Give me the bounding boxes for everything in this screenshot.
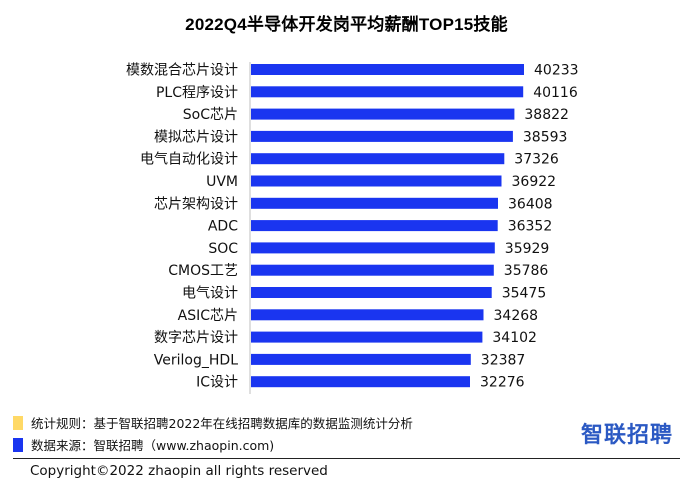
- footer-note-row: 统计规则：基于智联招聘2022年在线招聘数据库的数据监测统计分析: [13, 413, 413, 432]
- bar-value-label: 38593: [523, 129, 568, 145]
- bar-value-label: 38822: [524, 107, 569, 123]
- note-legend-swatch: [13, 415, 23, 430]
- bar: [251, 197, 498, 209]
- bars-group: 模数混合芯片设计 40233 PLC程序设计 40116 SoC芯片 38822 模拟芯片设…: [126, 63, 579, 391]
- bar-value-label: 32387: [481, 352, 526, 368]
- source-legend-swatch: [13, 437, 23, 452]
- bar: [251, 309, 484, 321]
- bar: [251, 175, 502, 187]
- category-tick-label: ADC: [208, 219, 238, 235]
- bar: [251, 242, 495, 254]
- bar-value-label: 34102: [492, 330, 537, 346]
- footer-divider: [13, 458, 680, 459]
- category-tick-label: 电气设计: [182, 286, 238, 302]
- bar: [251, 376, 470, 388]
- bar-value-label: 36408: [508, 196, 553, 212]
- bar: [251, 287, 492, 298]
- category-tick-label: Verilog_HDL: [154, 352, 238, 368]
- bar-value-label: 35475: [502, 286, 547, 302]
- bar: [251, 331, 483, 343]
- bar: [251, 130, 513, 142]
- bar-value-label: 36922: [512, 174, 557, 190]
- bar-value-label: 37326: [514, 152, 559, 168]
- bar: [251, 64, 524, 75]
- category-tick-label: 芯片架构设计: [154, 196, 238, 212]
- bar: [251, 86, 524, 98]
- category-tick-label: 数字芯片设计: [154, 330, 238, 346]
- footer-source-row: 数据来源：智联招聘（www.zhaopin.com): [13, 435, 274, 454]
- bar-value-label: 40233: [534, 63, 579, 79]
- category-tick-label: ASIC芯片: [178, 308, 238, 324]
- category-tick-label: 模数混合芯片设计: [126, 63, 238, 79]
- category-tick-label: PLC程序设计: [156, 85, 238, 101]
- category-tick-label: CMOS工艺: [168, 263, 238, 279]
- zhaopin-logo: 智联招聘: [580, 423, 673, 448]
- bar-value-label: 34268: [494, 308, 539, 324]
- bar: [251, 220, 498, 232]
- category-tick-label: IC设计: [196, 375, 238, 391]
- bar: [251, 153, 505, 165]
- bar-value-label: 40116: [533, 85, 578, 101]
- footer-source: 数据来源：智联招聘（www.zhaopin.com): [31, 438, 275, 453]
- category-tick-label: SoC芯片: [183, 107, 238, 123]
- footer-note: 统计规则：基于智联招聘2022年在线招聘数据库的数据监测统计分析: [31, 416, 413, 431]
- bar-value-label: 35786: [504, 263, 549, 279]
- bar: [251, 353, 471, 365]
- bar: [251, 108, 515, 120]
- bar-value-label: 35929: [505, 241, 550, 257]
- category-tick-label: 电气自动化设计: [140, 152, 238, 168]
- chart-title: 2022Q4半导体开发岗平均薪酬TOP15技能: [185, 15, 508, 34]
- bar-value-label: 36352: [508, 219, 553, 235]
- bar: [251, 264, 494, 276]
- category-tick-label: 模拟芯片设计: [154, 129, 238, 145]
- copyright-text: Copyright©2022 zhaopin all rights reserv…: [30, 463, 328, 479]
- bar-value-label: 32276: [480, 375, 525, 391]
- category-tick-label: UVM: [206, 174, 238, 190]
- category-tick-label: SOC: [208, 241, 238, 257]
